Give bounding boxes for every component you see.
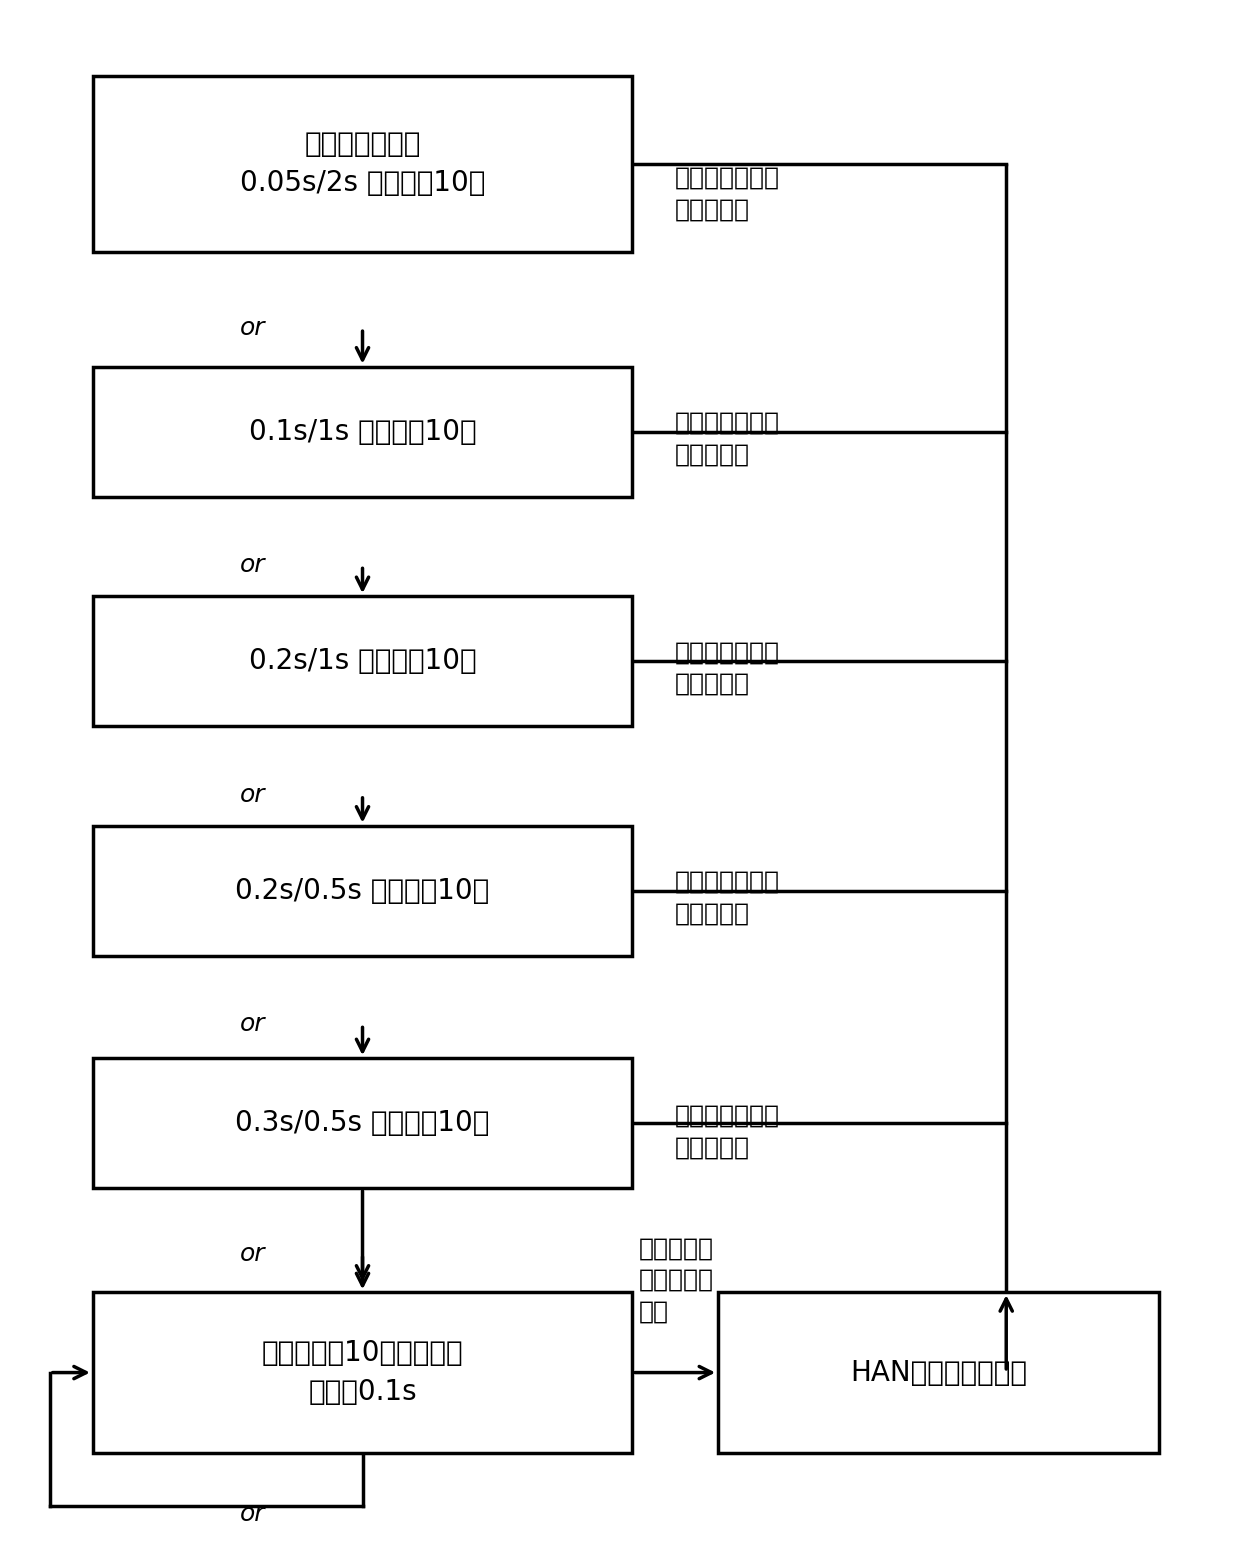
FancyBboxPatch shape (718, 1292, 1159, 1453)
Text: 0.2s/1s 脉冲开闭10次: 0.2s/1s 脉冲开闭10次 (249, 647, 476, 675)
Text: 0.1s/1s 脉冲开闭10次: 0.1s/1s 脉冲开闭10次 (249, 417, 476, 446)
Text: or: or (239, 1502, 265, 1525)
FancyBboxPatch shape (93, 826, 632, 956)
FancyBboxPatch shape (93, 596, 632, 726)
Text: or: or (239, 783, 265, 808)
Text: 常温开启电磁阀
0.05s/2s 脉冲开闭10次: 常温开启电磁阀 0.05s/2s 脉冲开闭10次 (239, 130, 485, 198)
Text: or: or (239, 553, 265, 577)
Text: 启动温度和
启动压力均
达到: 启动温度和 启动压力均 达到 (639, 1237, 713, 1323)
FancyBboxPatch shape (93, 366, 632, 497)
FancyBboxPatch shape (93, 1058, 632, 1189)
Text: 启动温度和启动
压力均达到: 启动温度和启动 压力均达到 (675, 1104, 780, 1160)
FancyBboxPatch shape (93, 76, 632, 252)
Text: 0.2s/0.5s 脉冲开闭10次: 0.2s/0.5s 脉冲开闭10次 (236, 877, 490, 905)
Text: or: or (239, 317, 265, 340)
Text: 启动温度和启动
压力均达到: 启动温度和启动 压力均达到 (675, 641, 780, 696)
Text: or: or (239, 1241, 265, 1266)
Text: 启动温度和启动
压力均达到: 启动温度和启动 压力均达到 (675, 165, 780, 221)
Text: 启动温度和启动
压力均达到: 启动温度和启动 压力均达到 (675, 869, 780, 925)
Text: 每脉冲开闭10次，开启时
间增加0.1s: 每脉冲开闭10次，开启时 间增加0.1s (262, 1339, 464, 1407)
Text: HAN发动机正常启动: HAN发动机正常启动 (851, 1359, 1027, 1387)
Text: or: or (239, 1013, 265, 1036)
Text: 启动温度和启动
压力均达到: 启动温度和启动 压力均达到 (675, 411, 780, 466)
FancyBboxPatch shape (93, 1292, 632, 1453)
Text: 0.3s/0.5s 脉冲开闭10次: 0.3s/0.5s 脉冲开闭10次 (236, 1109, 490, 1138)
